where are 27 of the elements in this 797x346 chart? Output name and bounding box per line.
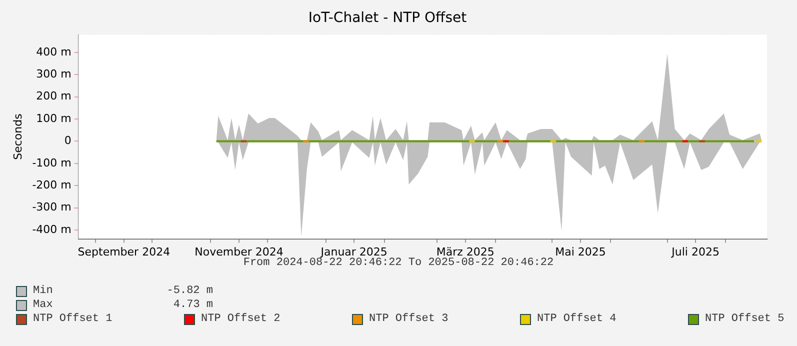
- y-tick-label: -100 m: [32, 156, 72, 170]
- x-tick-label: Mai 2025: [555, 245, 606, 258]
- y-tick-label: 200 m: [36, 90, 72, 103]
- chart-title: IoT-Chalet - NTP Offset: [308, 10, 468, 26]
- text: 4.73 m: [172, 299, 213, 311]
- y-tick-label: 300 m: [36, 68, 72, 81]
- y-tick-label: 400 m: [36, 45, 72, 58]
- x-tick-label: März 2025: [436, 245, 494, 258]
- legend-label: NTP Offset 4: [537, 313, 616, 325]
- y-tick-label: 100 m: [36, 112, 72, 125]
- y-tick-label: -200 m: [32, 178, 72, 192]
- legend-label: Max: [33, 299, 54, 311]
- y-tick-label: -300 m: [32, 200, 72, 214]
- legend-label: Min: [33, 285, 54, 297]
- legend-label: NTP Offset 5: [705, 313, 784, 325]
- legend-label: NTP Offset 3: [369, 313, 448, 325]
- legend-label: NTP Offset 1: [33, 313, 112, 325]
- y-tick-label: 0: [64, 134, 72, 148]
- legend-label: NTP Offset 2: [201, 313, 280, 325]
- x-tick-label: Juli 2025: [670, 245, 720, 258]
- y-tick-label: -400 m: [32, 222, 72, 236]
- text: -5.82 m: [166, 285, 213, 297]
- x-tick-label: November 2024: [194, 245, 284, 258]
- x-tick-label: Januar 2025: [320, 245, 388, 258]
- x-tick-label: September 2024: [78, 245, 170, 258]
- y-axis-title: Seconds: [11, 113, 24, 160]
- text: From 2024-08-22 20:46:22 To 2025-08-22 20:46:22: [242, 257, 555, 269]
